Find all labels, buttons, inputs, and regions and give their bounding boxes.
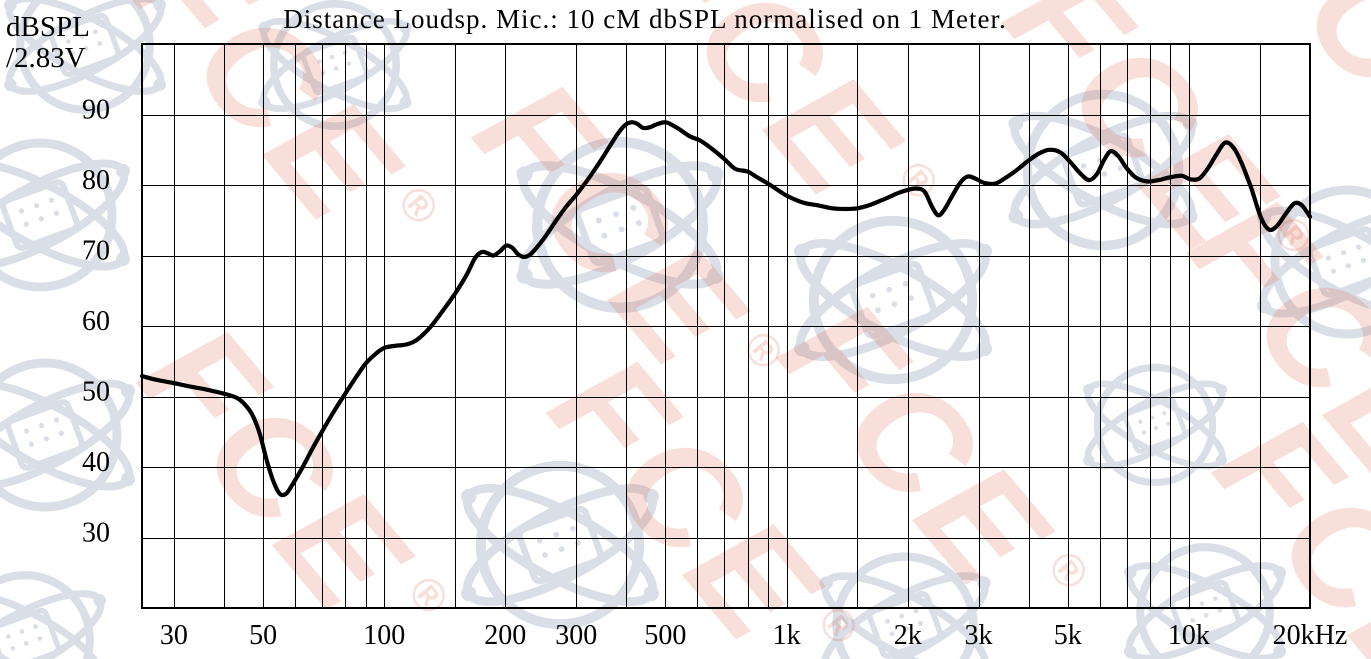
y-axis-tick-label-80: 80 <box>82 165 110 196</box>
frequency-response-curve <box>139 120 1313 498</box>
plot-border <box>141 43 1311 609</box>
x-axis-tick-label-500: 500 <box>644 620 686 651</box>
y-axis-tick-label-30: 30 <box>82 518 110 549</box>
watermark-emblem-icon <box>0 571 106 659</box>
x-axis-tick-label-10k: 10k <box>1168 620 1210 651</box>
x-axis-tick-label-1k: 1k <box>773 620 801 651</box>
x-axis-tick-label-3k: 3k <box>965 620 993 651</box>
watermark-emblem-icon <box>516 137 724 313</box>
x-axis-tick-label-50: 50 <box>249 620 277 651</box>
page-title: Distance Loudsp. Mic.: 10 cM dbSPL norma… <box>283 4 1007 34</box>
y-axis-tick-label-90: 90 <box>82 95 110 126</box>
x-axis-tick-label-20kHz: 20kHz <box>1273 620 1348 651</box>
y-axis-unit-line2: /2.83V <box>6 42 86 74</box>
watermark-emblem-icon <box>0 138 130 292</box>
watermark-emblem-icon <box>0 358 135 512</box>
watermark-emblem-icon <box>258 0 412 131</box>
watermark-emblem-icon <box>819 552 991 659</box>
x-axis-tick-label-2k: 2k <box>894 620 922 651</box>
chart-grid <box>142 44 1311 608</box>
watermark-emblem-icon <box>1257 185 1371 339</box>
watermark-emblem-icon <box>1083 363 1227 487</box>
x-axis-tick-label-300: 300 <box>555 620 597 651</box>
y-axis-unit-line1: dBSPL <box>6 11 90 43</box>
x-axis-tick-label-30: 30 <box>160 620 188 651</box>
watermark-emblem-icon <box>461 460 659 630</box>
y-axis-tick-label-60: 60 <box>82 306 110 337</box>
x-axis-tick-label-200: 200 <box>484 620 526 651</box>
watermark-emblem-icon <box>1124 543 1286 659</box>
y-axis-tick-label-70: 70 <box>82 236 110 267</box>
y-axis-tick-label-40: 40 <box>82 447 110 478</box>
x-axis-tick-label-100: 100 <box>363 620 405 651</box>
y-axis-unit-label: dBSPL /2.83V <box>6 12 90 74</box>
y-axis-tick-label-50: 50 <box>82 377 110 408</box>
x-axis-tick-label-5k: 5k <box>1054 620 1082 651</box>
